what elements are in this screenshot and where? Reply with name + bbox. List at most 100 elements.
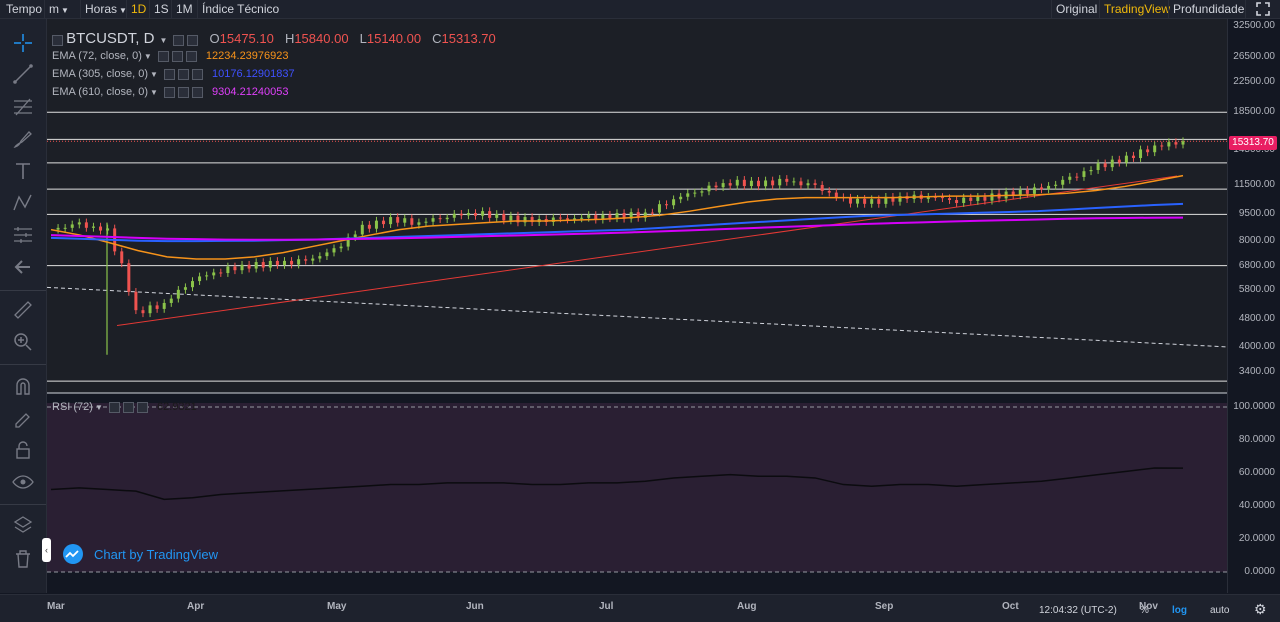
eye-icon[interactable] bbox=[187, 34, 199, 46]
fib-retracement-icon[interactable] bbox=[11, 95, 35, 119]
close-icon[interactable] bbox=[136, 401, 148, 413]
candle-body bbox=[933, 196, 937, 198]
candle-body bbox=[863, 198, 867, 204]
zoom-in-icon[interactable] bbox=[11, 330, 35, 354]
lock-icon[interactable] bbox=[11, 438, 35, 462]
view-original-button[interactable]: Original bbox=[1051, 0, 1101, 18]
interval-1m-button[interactable]: 1M bbox=[171, 0, 197, 18]
collapse-legend-icon[interactable] bbox=[52, 34, 63, 46]
candle-body bbox=[629, 212, 633, 219]
magnet-icon[interactable] bbox=[11, 374, 35, 398]
settings-icon[interactable] bbox=[173, 34, 185, 46]
eye-icon[interactable] bbox=[171, 50, 183, 62]
close-icon[interactable] bbox=[191, 68, 203, 80]
candle-body bbox=[643, 212, 647, 218]
indicators-button[interactable]: Índice Técnico bbox=[197, 0, 283, 18]
candle-body bbox=[1160, 145, 1164, 147]
prediction-tool-icon[interactable] bbox=[11, 223, 35, 247]
brush-icon[interactable] bbox=[11, 127, 35, 151]
text-tool-icon[interactable] bbox=[11, 159, 35, 183]
candle-body bbox=[233, 266, 237, 271]
price-axis-label: 5800.00 bbox=[1238, 283, 1275, 295]
close-key: C bbox=[432, 31, 442, 46]
candle-body bbox=[1146, 149, 1150, 153]
collapse-sidebar-button[interactable]: ‹ bbox=[42, 538, 51, 562]
time-axis-label: Sep bbox=[875, 601, 894, 612]
layers-icon[interactable] bbox=[11, 513, 35, 537]
arrow-left-icon[interactable] bbox=[11, 255, 35, 279]
auto-scale-button[interactable]: auto bbox=[1210, 605, 1230, 616]
chevron-down-icon[interactable]: ▼ bbox=[159, 36, 168, 45]
price-axis[interactable]: 32500.0026500.0022500.0018500.0014500.00… bbox=[1227, 19, 1280, 593]
candle-body bbox=[742, 179, 746, 187]
candle-body bbox=[1153, 145, 1157, 153]
lock-drawing-icon[interactable] bbox=[11, 406, 35, 430]
ema610-value: 9304.21240053 bbox=[212, 86, 289, 98]
candle-body bbox=[940, 196, 944, 199]
chevron-down-icon[interactable]: ▼ bbox=[150, 70, 158, 79]
minutes-dropdown[interactable]: m ▼ bbox=[44, 0, 80, 18]
price-chart[interactable] bbox=[47, 19, 1227, 593]
percent-scale-button[interactable]: % bbox=[1140, 605, 1149, 616]
rsi-line bbox=[50, 467, 1184, 501]
chevron-down-icon[interactable]: ▼ bbox=[143, 52, 152, 61]
candle-body bbox=[148, 305, 152, 314]
time-axis-label: Mar bbox=[47, 601, 65, 612]
close-value: 15313.70 bbox=[441, 31, 496, 46]
open-key: O bbox=[209, 31, 220, 46]
candle-body bbox=[452, 213, 456, 218]
ema305-label: EMA (305, close, 0) bbox=[52, 68, 148, 80]
candle-body bbox=[672, 199, 676, 206]
hours-dropdown-label: Horas bbox=[85, 2, 118, 16]
settings-icon[interactable] bbox=[163, 86, 175, 98]
time-axis-bar: 12:04:32 (UTC-2) % log auto ⚙ Mar Apr May J… bbox=[0, 594, 1280, 622]
candle-body bbox=[976, 196, 980, 201]
settings-gear-icon[interactable]: ⚙ bbox=[1254, 601, 1267, 617]
eye-icon[interactable] bbox=[177, 68, 189, 80]
candle-body bbox=[693, 192, 697, 194]
fullscreen-button[interactable] bbox=[1245, 0, 1280, 18]
candle-body bbox=[565, 218, 569, 220]
high-key: H bbox=[284, 31, 295, 46]
candle-body bbox=[870, 199, 874, 204]
candle-body bbox=[1103, 163, 1107, 168]
eye-icon[interactable] bbox=[122, 401, 134, 413]
candle-body bbox=[191, 281, 194, 288]
crosshair-icon[interactable] bbox=[11, 31, 35, 55]
chevron-left-icon: ‹ bbox=[45, 545, 48, 555]
ruler-icon[interactable] bbox=[11, 298, 35, 322]
candle-body bbox=[183, 287, 187, 290]
settings-icon[interactable] bbox=[163, 68, 175, 80]
candle-body bbox=[1032, 187, 1036, 194]
chevron-down-icon[interactable]: ▼ bbox=[150, 88, 158, 97]
candle-body bbox=[169, 298, 173, 303]
trash-icon[interactable] bbox=[11, 547, 35, 571]
log-scale-button[interactable]: log bbox=[1172, 605, 1187, 616]
pattern-tool-icon[interactable] bbox=[11, 191, 35, 215]
ema-line-2 bbox=[50, 202, 1184, 243]
ema-line-3 bbox=[50, 216, 1184, 241]
settings-icon[interactable] bbox=[108, 401, 120, 413]
view-depth-button[interactable]: Profundidade bbox=[1168, 0, 1248, 18]
close-icon[interactable] bbox=[185, 50, 197, 62]
interval-1s-button[interactable]: 1S bbox=[149, 0, 173, 18]
candle-body bbox=[495, 213, 499, 218]
candle-body bbox=[700, 191, 704, 193]
candle-body bbox=[431, 218, 435, 222]
chevron-down-icon[interactable]: ▼ bbox=[94, 403, 103, 412]
candle-body bbox=[1181, 141, 1185, 145]
tradingview-branding[interactable]: Chart by TradingView bbox=[60, 543, 218, 565]
candle-body bbox=[84, 222, 88, 228]
view-tradingview-button[interactable]: TradingView bbox=[1099, 0, 1174, 18]
candle-body bbox=[955, 200, 959, 204]
rsi-pane-background bbox=[47, 403, 1227, 572]
close-icon[interactable] bbox=[191, 86, 203, 98]
eye-icon[interactable] bbox=[177, 86, 189, 98]
eye-icon[interactable] bbox=[11, 470, 35, 494]
hours-dropdown[interactable]: Horas ▼ bbox=[80, 0, 131, 18]
trend-line-icon[interactable] bbox=[11, 62, 35, 86]
candle-body bbox=[657, 204, 661, 213]
interval-1d-button[interactable]: 1D bbox=[126, 0, 150, 18]
settings-icon[interactable] bbox=[157, 50, 169, 62]
candle-body bbox=[481, 211, 485, 216]
